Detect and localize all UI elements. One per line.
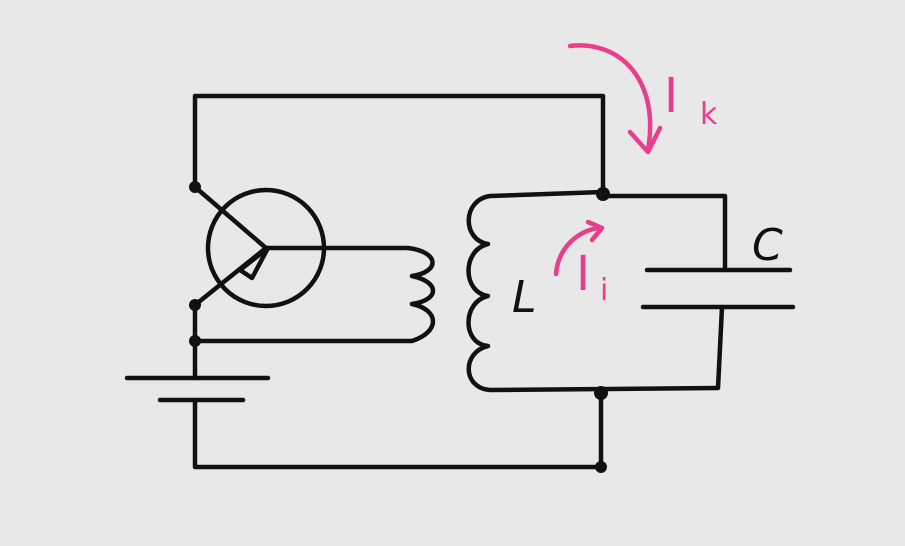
inductor-label: L: [512, 272, 537, 323]
loop-current-annotation: I i: [553, 219, 608, 308]
collector-current-label: I: [664, 68, 678, 124]
junction-node: [595, 461, 607, 473]
battery-symbol: [124, 375, 271, 403]
junction-node: [189, 335, 201, 347]
loop-current-subscript: i: [600, 273, 608, 308]
curved-arrow-icon: [567, 43, 653, 153]
top-feedback-wire: [192, 93, 606, 195]
collector-current-subscript: k: [700, 97, 718, 132]
collector-current-annotation: I k: [567, 43, 718, 155]
feedback-coil: [192, 245, 435, 344]
junction-node: [594, 386, 608, 400]
junction-node: [189, 299, 201, 311]
transistor-symbol: [192, 184, 411, 309]
junction-node: [596, 187, 610, 201]
junction-node: [189, 181, 201, 193]
tank-inductor: [466, 189, 720, 393]
bottom-wire: [192, 390, 604, 470]
curved-arrow-icon: [553, 225, 603, 277]
capacitor-symbol: [600, 193, 796, 391]
loop-current-label: I: [576, 246, 590, 302]
capacitor-label: C: [752, 220, 783, 271]
